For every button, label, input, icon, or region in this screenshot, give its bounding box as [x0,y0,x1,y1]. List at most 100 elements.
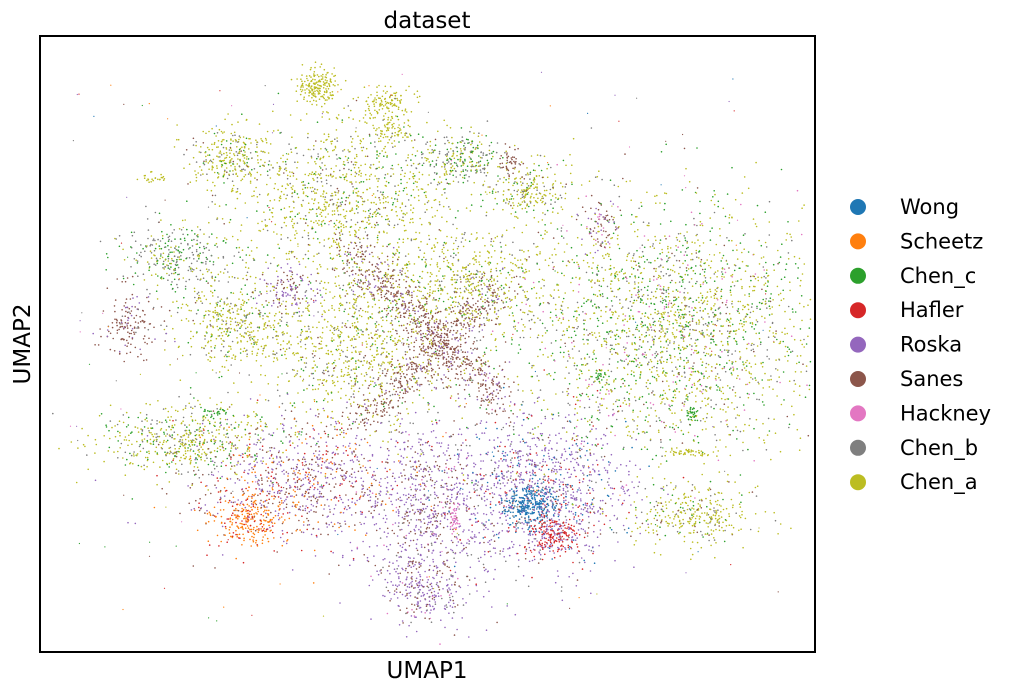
scatter-point [365,226,368,229]
scatter-point [535,175,538,178]
scatter-point [536,375,538,377]
scatter-point [490,244,492,246]
scatter-point [372,298,374,300]
scatter-point [177,307,179,309]
scatter-point [378,127,380,129]
scatter-point [761,366,764,368]
scatter-point [523,200,525,202]
scatter-point [351,183,353,185]
scatter-point [405,111,408,113]
scatter-point [390,376,393,378]
scatter-point [372,193,375,195]
scatter-point [324,311,326,314]
scatter-point [617,335,620,338]
scatter-point [460,310,462,313]
scatter-point [340,225,342,228]
scatter-point [329,174,332,177]
scatter-point [507,271,510,274]
scatter-point [571,277,574,279]
scatter-point [423,256,425,259]
scatter-point [348,282,351,284]
scatter-point [234,321,237,323]
scatter-point [140,255,142,258]
scatter-point [324,216,327,218]
scatter-point [544,347,547,350]
scatter-point [484,191,487,193]
scatter-point [231,340,234,343]
scatter-point [171,257,173,260]
scatter-point [272,167,274,169]
scatter-point [282,451,284,454]
scatter-point [420,290,422,293]
scatter-point [428,161,431,163]
scatter-point [647,316,649,319]
scatter-point [479,169,482,171]
scatter-point [390,315,393,318]
scatter-point [280,190,283,193]
scatter-point [457,259,460,262]
scatter-point [339,429,341,431]
scatter-point [246,326,249,329]
scatter-point [237,277,239,280]
scatter-point [369,187,371,189]
scatter-point [254,282,256,285]
scatter-point [668,388,671,391]
scatter-point [431,160,434,162]
scatter-point [396,99,399,102]
scatter-point [388,306,390,309]
scatter-point [475,311,478,313]
scatter-point [420,188,423,190]
scatter-point [301,82,304,85]
scatter-point [244,322,246,325]
scatter-point [543,399,545,402]
scatter-point [274,183,277,185]
scatter-point [396,200,399,202]
scatter-point [364,163,367,166]
scatter-point [310,66,312,69]
scatter-point [490,280,493,283]
scatter-point [233,153,235,155]
scatter-point [321,327,324,329]
scatter-point [544,194,546,196]
scatter-point [318,75,320,78]
scatter-point [389,102,392,104]
scatter-point [280,238,283,240]
scatter-point [665,192,668,195]
scatter-point [340,368,343,371]
scatter-point [336,207,338,210]
scatter-point [255,186,257,189]
scatter-point [373,356,375,359]
scatter-point [627,363,629,366]
scatter-point [685,398,687,400]
scatter-point [523,291,526,293]
scatter-point [289,239,292,242]
scatter-point [156,260,159,262]
scatter-point [473,277,475,280]
scatter-point [266,337,269,339]
scatter-point [217,177,219,179]
scatter-point [329,92,332,94]
scatter-point [211,233,213,235]
scatter-point [468,240,471,243]
scatter-point [346,179,348,182]
scatter-point [399,425,401,428]
scatter-point [383,115,385,117]
scatter-point [280,320,283,322]
scatter-point [172,260,175,262]
scatter-point [161,235,164,237]
scatter-point [346,356,349,358]
scatter-point [180,242,182,245]
scatter-point [527,173,529,176]
scatter-point [315,140,317,142]
scatter-point [320,266,322,268]
scatter-point [243,302,245,304]
scatter-point [481,296,483,298]
scatter-point [548,302,550,305]
scatter-point [405,89,407,92]
scatter-point [504,244,507,246]
scatter-point [331,198,333,201]
scatter-point [350,387,353,390]
scatter-point [291,368,294,371]
scatter-point [460,141,462,144]
scatter-point [364,114,367,116]
